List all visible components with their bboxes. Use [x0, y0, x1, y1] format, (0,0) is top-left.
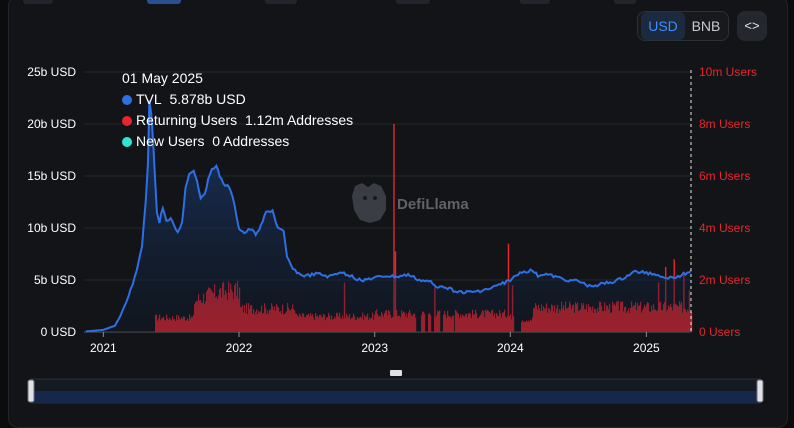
header-tab[interactable]	[147, 0, 181, 4]
left-axis-tick-label: 0 USD	[41, 325, 77, 339]
tooltip-row-returning-users: Returning Users 1.12m Addresses	[122, 112, 353, 128]
right-axis-tick-label: 10m Users	[699, 65, 757, 79]
range-drag-grip-icon[interactable]	[390, 370, 402, 376]
right-axis-tick-label: 2m Users	[699, 273, 750, 287]
range-selected-fill	[31, 391, 760, 403]
range-left-handle[interactable]	[27, 379, 35, 403]
header-tab[interactable]	[520, 0, 550, 4]
tooltip-returning-value: 1.12m Addresses	[244, 112, 354, 128]
range-right-handle[interactable]	[756, 379, 764, 403]
right-axis-tick-label: 8m Users	[699, 117, 750, 131]
tvl-area	[85, 100, 691, 332]
tooltip-tvl-value: 5.878b USD	[169, 91, 246, 107]
header-tab[interactable]	[265, 0, 297, 4]
left-axis: 0 USD 5b USD 10b USD 15b USD 20b USD 25b USD	[27, 65, 76, 339]
x-axis-tick-label: 2024	[497, 341, 524, 355]
tooltip-row-new-users: New Users 0 Addresses	[122, 133, 289, 149]
llama-logo-eye	[373, 196, 377, 200]
left-axis-tick-label: 15b USD	[27, 169, 76, 183]
header-tab[interactable]	[396, 0, 430, 4]
bnb-button[interactable]: BNB	[691, 18, 721, 34]
right-axis: 0 Users 2m Users 4m Users 6m Users 8m Users 1…	[699, 65, 757, 339]
right-axis-tick-label: 4m Users	[699, 221, 750, 235]
tooltip-new-users-label: New Users	[136, 133, 205, 149]
left-axis-tick-label: 5b USD	[34, 273, 76, 287]
x-axis-tick-label: 2025	[633, 341, 660, 355]
left-axis-tick-label: 20b USD	[27, 117, 76, 131]
returning-users-legend-dot-icon	[122, 116, 132, 126]
llama-logo-icon	[352, 183, 386, 223]
new-users-legend-dot-icon	[122, 137, 132, 147]
returning-users-bar	[690, 312, 693, 332]
x-axis-tick-label: 2021	[90, 341, 117, 355]
tooltip-date: 01 May 2025	[122, 70, 203, 86]
x-axis-tick-label: 2023	[361, 341, 388, 355]
tooltip-row-tvl: TVL 5.878b USD	[122, 91, 246, 107]
currency-toggle: USD BNB	[637, 11, 729, 41]
llama-logo-eye	[363, 196, 367, 200]
header-tab[interactable]	[614, 0, 636, 4]
chart-panel	[8, 0, 788, 428]
x-axis: 2021 2022 2023 2024 2025	[90, 332, 660, 355]
tvl-legend-dot-icon	[122, 95, 132, 105]
header-tab[interactable]	[23, 0, 53, 4]
watermark: DefiLlama	[352, 183, 469, 223]
x-axis-tick-label: 2022	[226, 341, 253, 355]
left-axis-tick-label: 10b USD	[27, 221, 76, 235]
usd-button[interactable]: USD	[641, 12, 685, 40]
range-selector[interactable]	[27, 370, 764, 404]
tooltip-tvl-label: TVL	[136, 91, 162, 107]
returning-users-spike	[393, 124, 395, 332]
tvl-line	[85, 100, 692, 333]
right-axis-tick-label: 6m Users	[699, 169, 750, 183]
left-axis-tick-label: 25b USD	[27, 65, 76, 79]
tooltip-returning-label: Returning Users	[136, 112, 238, 128]
watermark-text: DefiLlama	[397, 196, 469, 213]
tooltip-new-users-value: 0 Addresses	[212, 133, 290, 149]
embed-code-button[interactable]: <>	[737, 11, 767, 41]
right-axis-tick-label: 0 Users	[699, 325, 740, 339]
